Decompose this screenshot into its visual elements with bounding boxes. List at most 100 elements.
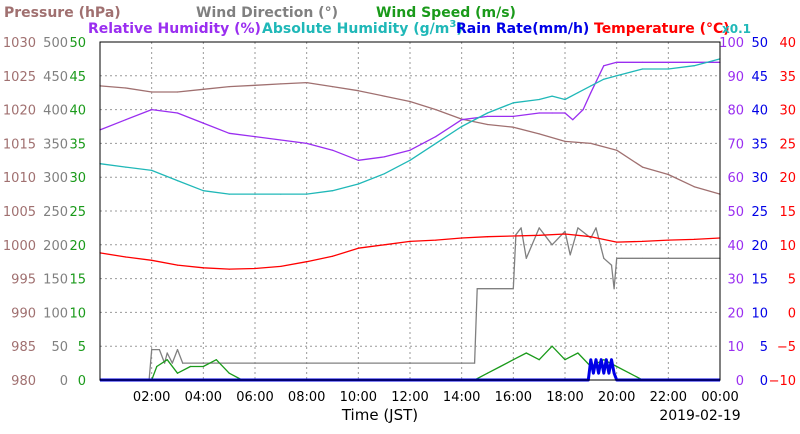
legend-absolute-humidity-close: ) [456, 21, 462, 37]
x-tick-label: 22:00 [650, 390, 687, 405]
x-tick-label: 20:00 [598, 390, 635, 405]
wind-direction-point [164, 362, 166, 364]
wind-direction-point [616, 257, 618, 259]
wind-direction-point [409, 362, 411, 364]
relative-humidity-point [151, 109, 153, 111]
temperature-point [435, 239, 437, 241]
legend-rain-rate: Rain Rate(mm/h) [456, 21, 589, 37]
tick-label-pressure: 980 [11, 374, 36, 389]
tick-label-pressure: 995 [11, 273, 36, 288]
absolute-humidity-point [667, 68, 669, 70]
absolute-humidity-line [99, 58, 721, 195]
x-tick-label: 02:00 [133, 390, 170, 405]
wind-speed-point [486, 372, 489, 374]
pressure-point [435, 109, 437, 111]
tick-label-wind-speed: 40 [69, 104, 86, 119]
wind-direction-point [577, 227, 579, 229]
x-tick-label: 12:00 [391, 390, 428, 405]
tick-label-wind-speed: 35 [69, 137, 86, 152]
wind-direction-point [202, 362, 204, 364]
tick-label-temperature: 30 [779, 104, 796, 119]
temperature-point [176, 264, 179, 266]
tick-label-temperature: 25 [779, 137, 796, 152]
temperature-point [357, 247, 359, 249]
legend-scale-note: x0.1 [722, 22, 751, 36]
temperature-point [409, 240, 411, 242]
pressure-point [512, 126, 514, 128]
relative-humidity-point [228, 132, 230, 134]
absolute-humidity-point [151, 169, 153, 171]
tick-label-pressure: 1030 [3, 36, 36, 51]
pressure-point [125, 87, 127, 89]
absolute-humidity-point [306, 193, 308, 195]
absolute-humidity-point [641, 68, 644, 70]
relative-humidity-point [564, 112, 566, 114]
wind-speed-point [228, 372, 230, 374]
tick-label-temperature: 15 [779, 205, 796, 220]
tick-label-rain-rate: 30 [751, 171, 768, 186]
wind-speed-point [512, 359, 514, 361]
relative-humidity-point [582, 109, 584, 111]
tick-label-wind-speed: 30 [69, 171, 86, 186]
tick-label-temperature: 20 [779, 171, 796, 186]
x-tick-label: 04:00 [185, 390, 222, 405]
svg-text:Absolute Humidity (g/m3): Absolute Humidity (g/m3) [262, 19, 463, 37]
x-tick-label: 14:00 [443, 390, 480, 405]
wind-direction-point [520, 227, 522, 229]
legend-absolute-humidity-sup: 3 [449, 19, 456, 30]
pressure-point [564, 140, 566, 142]
tick-label-wind-direction: 300 [43, 171, 68, 186]
absolute-humidity-point [357, 183, 359, 185]
tick-label-pressure: 990 [11, 306, 36, 321]
wind-direction-line [100, 227, 720, 381]
relative-humidity-point [331, 149, 334, 151]
pressure-point [383, 95, 385, 97]
relative-humidity-point [383, 156, 385, 158]
legend-pressure: Pressure (hPa) [4, 5, 121, 21]
tick-label-wind-speed: 20 [69, 239, 86, 254]
tick-label-temperature: 40 [779, 36, 796, 51]
absolute-humidity-point [228, 193, 230, 195]
tick-label-wind-speed: 5 [78, 340, 86, 355]
absolute-humidity-point [280, 193, 282, 195]
legend-wind-speed: Wind Speed (m/s) [376, 5, 516, 21]
plot-frame [99, 41, 721, 381]
relative-humidity-point [280, 139, 282, 141]
relative-humidity-point [254, 136, 256, 138]
tick-label-relative-humidity: 90 [727, 70, 744, 85]
wind-direction-point [254, 362, 256, 364]
relative-humidity-point [693, 61, 695, 63]
wind-speed-point [564, 359, 566, 361]
relative-humidity-point [667, 61, 669, 63]
tick-label-wind-direction: 350 [43, 137, 68, 152]
wind-direction-point [166, 352, 168, 354]
rain-rate-point [608, 372, 610, 374]
rain-rate-point [590, 359, 592, 361]
tick-label-wind-direction: 50 [51, 340, 68, 355]
wind-direction-point [158, 349, 160, 351]
legend-wind-direction: Wind Direction (°) [196, 5, 338, 21]
absolute-humidity-point [538, 98, 540, 101]
rain-rate-point [600, 359, 602, 361]
wind-speed-point [577, 352, 579, 354]
tick-label-wind-direction: 100 [43, 306, 68, 321]
relative-humidity-point [357, 159, 359, 161]
wind-speed-point [525, 352, 527, 354]
tick-label-rain-rate: 50 [751, 36, 768, 51]
wind-speed-point [551, 345, 553, 347]
absolute-humidity-point [461, 125, 463, 128]
tick-label-relative-humidity: 10 [727, 340, 744, 355]
pressure-point [590, 142, 592, 144]
absolute-humidity-point [577, 92, 579, 94]
pressure-point [151, 91, 153, 93]
absolute-humidity-point [693, 65, 695, 67]
relative-humidity-point [590, 92, 592, 94]
wind-direction-point [610, 264, 613, 266]
tick-label-temperature: 35 [779, 70, 796, 85]
rain-rate-point [598, 372, 600, 374]
tick-label-relative-humidity: 20 [727, 306, 744, 321]
tick-label-temperature: −5 [777, 340, 796, 355]
wind-direction-point [595, 227, 597, 229]
tick-label-wind-direction: 250 [43, 205, 68, 220]
